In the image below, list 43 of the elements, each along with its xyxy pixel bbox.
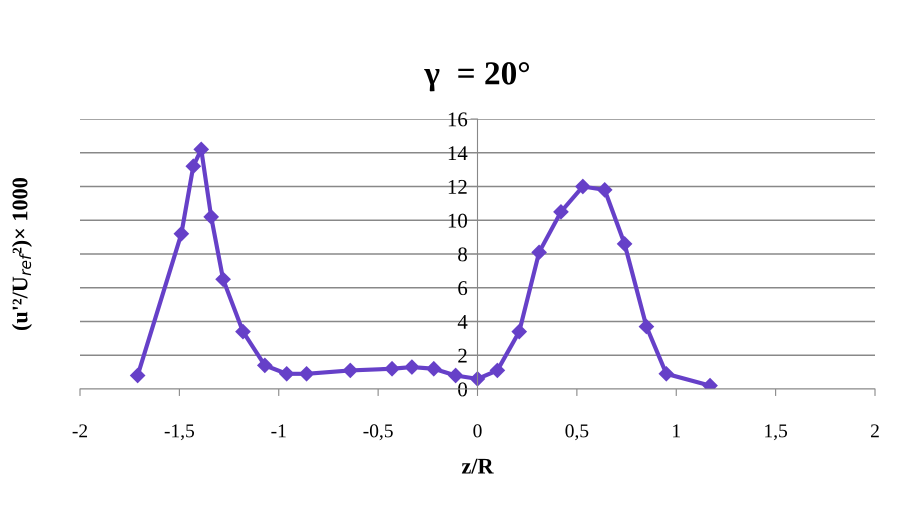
point (617, 236, 632, 252)
y-tick-label: 4 (458, 315, 468, 329)
y-tick-label: 10 (448, 214, 467, 228)
point (384, 361, 400, 376)
x-tick-label: -0,5 (363, 424, 393, 440)
x-tick-label: -1,5 (164, 424, 194, 440)
y-tick-label: 12 (448, 180, 467, 194)
y-tick-label: 14 (448, 146, 468, 160)
point (186, 158, 201, 174)
point (204, 209, 219, 224)
point (597, 182, 612, 198)
point (174, 226, 189, 242)
point (235, 324, 251, 340)
x-tick-label: 2 (870, 424, 879, 438)
y-tick-label: 16 (448, 112, 468, 126)
point (448, 368, 464, 384)
point (553, 204, 569, 220)
x-axis-title: z/R (462, 458, 494, 474)
point (638, 318, 654, 334)
y-axis-title: (u'²/U$_{ref}$²)× 1000 (12, 178, 32, 330)
point (658, 366, 674, 382)
x-tick-label: 1 (673, 424, 680, 438)
point (532, 244, 547, 260)
point (426, 361, 442, 376)
x-tick-label: 0 (473, 424, 482, 438)
point (279, 366, 294, 382)
point (130, 368, 146, 384)
point (216, 272, 231, 287)
x-tick-label: -1 (271, 424, 286, 438)
point (257, 358, 272, 373)
x-tick-label: 0,5 (565, 424, 588, 440)
point (512, 324, 527, 340)
chart-title: γ = 20° (424, 62, 529, 92)
point (404, 359, 420, 375)
x-tick-label: 1,5 (765, 424, 788, 440)
x-tick-label: -2 (72, 424, 88, 438)
point (299, 366, 314, 382)
point (342, 362, 358, 378)
y-tick-label: 2 (458, 348, 467, 362)
point (490, 362, 505, 378)
point (575, 178, 590, 194)
y-tick-label: 8 (458, 247, 467, 262)
y-tick-label: 6 (458, 281, 468, 296)
